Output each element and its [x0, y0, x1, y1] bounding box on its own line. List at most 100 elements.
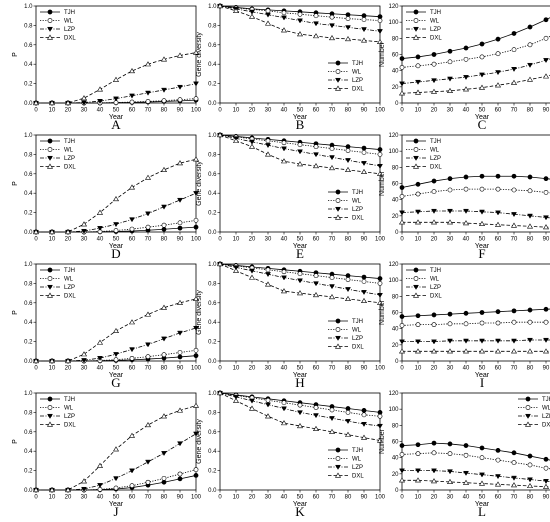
data-point-dxl: [446, 87, 454, 93]
y-tick-label: 0.0: [24, 488, 33, 494]
y-axis-title: Number: [379, 299, 386, 325]
data-point-lzp: [265, 272, 271, 278]
data-point-lzp: [399, 210, 405, 216]
y-axis-title: Number: [379, 428, 386, 454]
legend-marker: [525, 405, 531, 410]
data-point-wl: [447, 187, 453, 193]
series-dxl: [216, 390, 384, 443]
data-point-wl: [265, 397, 271, 403]
x-tick-label: 40: [281, 495, 288, 501]
y-tick-label: 100: [388, 407, 399, 413]
x-tick-label: 20: [65, 237, 72, 243]
x-tick-label: 10: [415, 237, 422, 243]
y-tick-label: 0.2: [208, 469, 217, 475]
data-point-dxl: [144, 174, 152, 180]
data-point-dxl: [96, 209, 104, 215]
legend-marker: [413, 267, 419, 273]
data-point-wl: [177, 97, 183, 103]
data-point-dxl: [510, 222, 518, 228]
data-point-wl: [345, 277, 351, 282]
y-tick-label: 0.8: [208, 152, 217, 158]
x-axis-title: Year: [293, 501, 308, 508]
series-dxl: [398, 219, 550, 230]
legend-marker: [413, 9, 419, 15]
series-dxl: [398, 477, 550, 489]
y-tick-label: 0.6: [208, 172, 217, 178]
data-point-wl: [129, 483, 135, 489]
legend: TJH WL LZP DXL: [406, 9, 442, 42]
chart-panel-j: 0 10 20 30 40 50 60 70 80 90 100 0.0 0.2 0.4 0.6 0.8 1.0…: [12, 391, 202, 519]
data-point-lzp: [479, 338, 485, 344]
data-point-wl: [177, 220, 183, 226]
data-point-lzp: [345, 287, 351, 293]
legend-label: WL: [430, 277, 440, 283]
x-tick-label: 20: [65, 366, 72, 372]
data-point-tjh: [177, 225, 183, 231]
data-point-wl: [463, 56, 469, 62]
data-point-lzp: [527, 62, 533, 68]
x-tick-label: 40: [463, 237, 470, 243]
x-tick-label: 90: [361, 366, 368, 372]
x-tick-label: 20: [249, 108, 256, 114]
data-point-lzp: [399, 81, 405, 87]
x-axis-title: Year: [109, 243, 124, 250]
x-tick-label: 20: [249, 237, 256, 243]
data-point-tjh: [543, 176, 549, 182]
chart-panel-g: 0 10 20 30 40 50 60 70 80 90 100 0.0 0.2 0.4 0.6 0.8 1.0…: [12, 262, 202, 390]
x-tick-label: 60: [129, 108, 136, 114]
y-tick-label: 0.2: [24, 469, 33, 475]
data-point-lzp: [463, 338, 469, 344]
legend: TJH WL LZP DXL: [328, 189, 364, 222]
x-tick-label: 20: [65, 108, 72, 114]
x-axis-title: Year: [109, 501, 124, 508]
series-lzp: [399, 337, 550, 345]
series-line-wl: [401, 321, 550, 326]
x-tick-label: 0: [218, 366, 222, 372]
data-point-tjh: [543, 306, 549, 312]
legend-marker: [46, 421, 54, 427]
data-point-tjh: [479, 173, 485, 179]
data-point-lzp: [377, 29, 383, 35]
data-point-lzp: [415, 79, 421, 85]
panel-letter: J: [113, 504, 118, 519]
data-point-tjh: [345, 406, 351, 411]
data-point-tjh: [463, 310, 469, 316]
x-tick-label: 40: [97, 366, 104, 372]
data-point-lzp: [161, 451, 167, 457]
data-point-dxl: [192, 295, 200, 302]
x-tick-label: 60: [495, 495, 502, 501]
data-point-wl: [495, 457, 501, 463]
x-tick-label: 0: [218, 237, 222, 243]
legend-label: TJH: [352, 448, 363, 454]
y-tick-label: 0.2: [208, 340, 217, 346]
data-point-lzp: [193, 191, 199, 197]
data-point-tjh: [415, 181, 421, 187]
data-point-dxl: [176, 160, 184, 166]
data-point-tjh: [415, 442, 421, 448]
data-point-lzp: [313, 413, 319, 419]
series-lzp: [399, 468, 550, 484]
y-tick-label: 0.0: [208, 230, 217, 236]
chart-panel-b: 0 10 20 30 40 50 60 70 80 90 100 0.0 0.2 0.4 0.6 0.8 1.0…: [196, 3, 386, 132]
data-point-tjh: [431, 52, 437, 57]
data-point-lzp: [447, 76, 453, 82]
panel-letter: K: [295, 504, 305, 519]
data-point-wl: [161, 475, 167, 481]
data-point-wl: [527, 319, 533, 325]
panel-letter: B: [296, 117, 305, 132]
legend-label: DXL: [352, 474, 364, 480]
data-point-dxl: [280, 27, 288, 33]
data-point-wl: [145, 224, 151, 230]
data-point-lzp: [377, 292, 383, 298]
x-tick-label: 50: [113, 237, 120, 243]
data-point-wl: [543, 465, 549, 471]
legend-marker: [525, 413, 531, 419]
legend-marker: [524, 421, 532, 427]
data-point-dxl: [80, 478, 88, 484]
x-tick-label: 80: [161, 366, 168, 372]
legend-label: LZP: [64, 156, 75, 162]
data-point-tjh: [479, 310, 485, 315]
legend-marker: [525, 396, 531, 402]
legend-marker: [334, 343, 342, 349]
